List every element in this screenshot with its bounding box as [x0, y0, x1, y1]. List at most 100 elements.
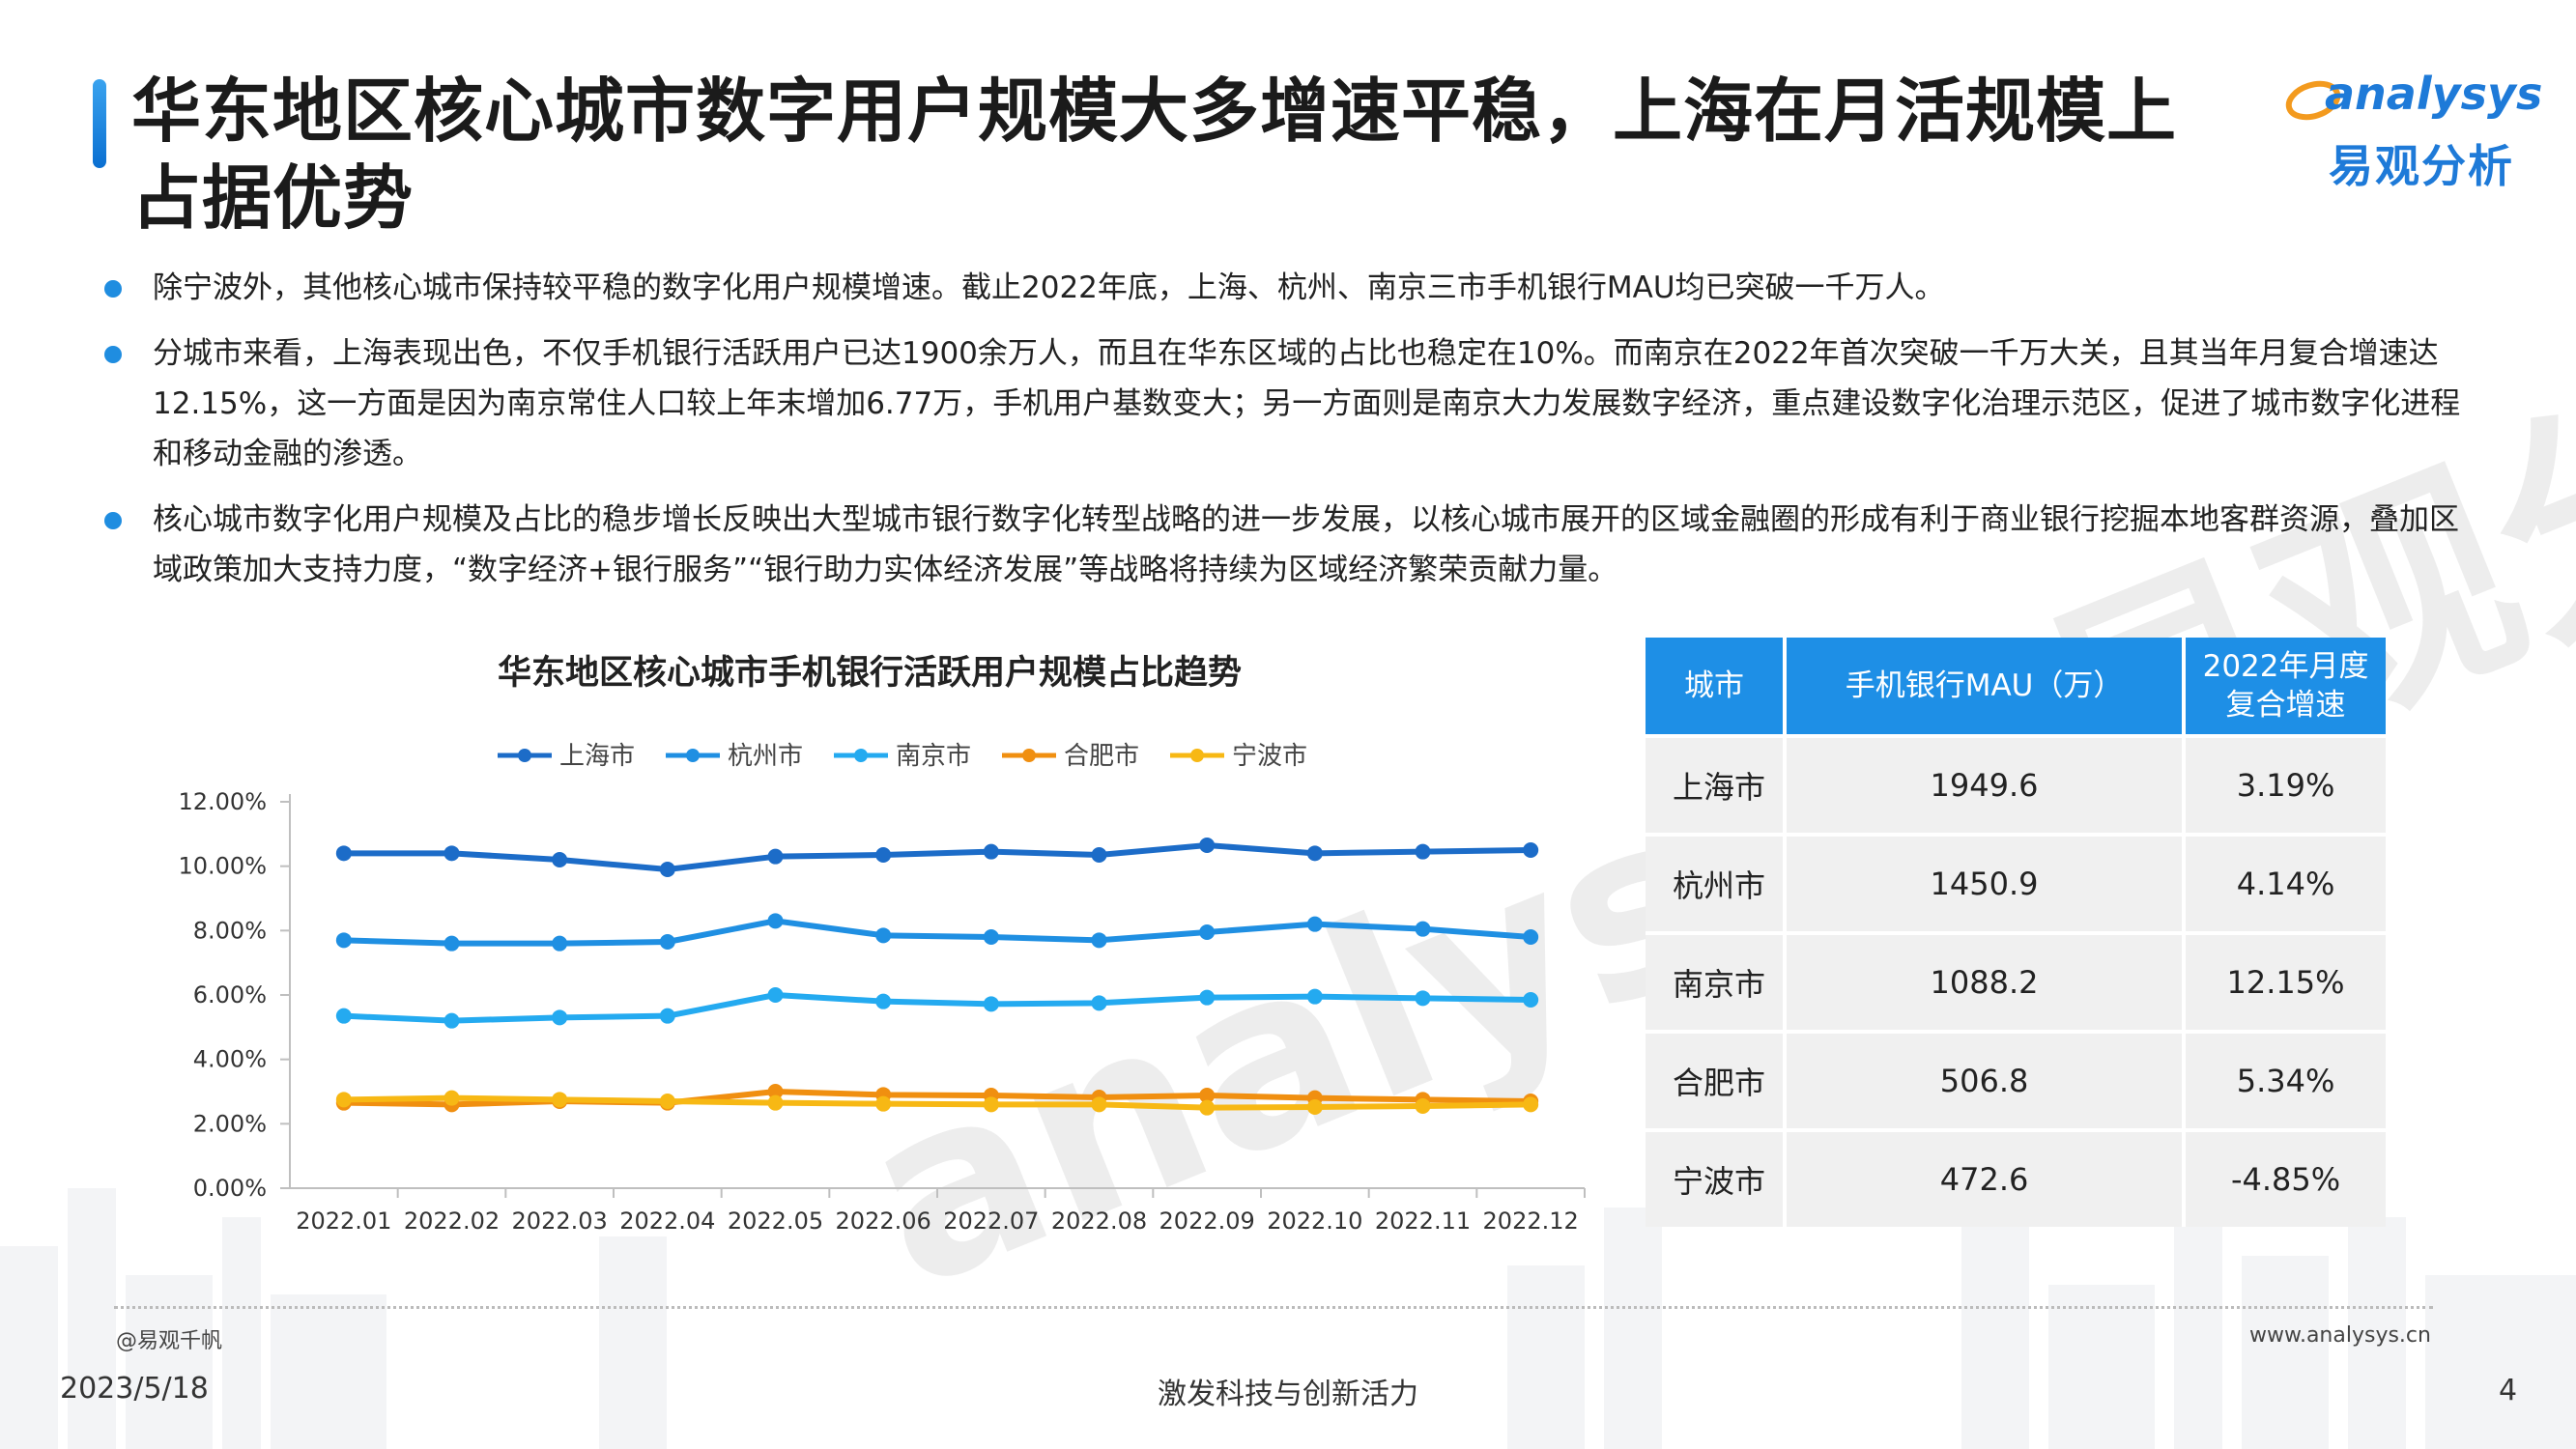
footer-slogan: 激发科技与创新活力 [1158, 1378, 1418, 1411]
table-cell-mau: 1949.6 [1784, 734, 2187, 835]
page-number: 4 [2499, 1374, 2518, 1407]
table-header-growth: 2022年月度复合增速 [2184, 638, 2386, 736]
logo-text-en: analysys [2325, 68, 2543, 120]
data-point [1306, 988, 1323, 1005]
bullet-item: 除宁波外，其他核心城市保持较平稳的数字化用户规模增速。截止2022年底，上海、杭… [97, 263, 2474, 313]
data-point [335, 932, 352, 949]
title-accent-bar [93, 79, 106, 168]
data-point [1415, 843, 1431, 860]
series-line [343, 1094, 1531, 1111]
x-tick-label: 2022.12 [1483, 1208, 1579, 1235]
data-point [659, 934, 675, 950]
table-cell-growth: 12.15% [2184, 931, 2386, 1032]
page-title: 华东地区核心城市数字用户规模大多增速平稳，上海在月活规模上占据优势 [131, 71, 2178, 239]
data-point [1199, 989, 1216, 1006]
bullet-text: 分城市来看，上海表现出色，不仅手机银行活跃用户已达1900余万人，而且在华东区域… [153, 336, 2461, 471]
table-cell-city: 杭州市 [1646, 833, 1787, 933]
y-tick-label: 2.00% [193, 1110, 267, 1137]
x-tick-label: 2022.03 [512, 1208, 608, 1235]
series-line [343, 992, 1531, 1024]
table-header-city: 城市 [1646, 638, 1787, 736]
data-point [444, 845, 460, 862]
data-point [767, 987, 784, 1003]
table-row: 杭州市 1450.9 4.14% [1646, 833, 2386, 933]
bullet-dot-icon [104, 512, 122, 529]
data-point [767, 848, 784, 865]
legend-marker [686, 749, 700, 762]
y-tick-label: 8.00% [193, 917, 267, 944]
data-point [659, 862, 675, 877]
source-note: @易观千帆 [116, 1329, 223, 1353]
table-cell-city: 上海市 [1646, 734, 1787, 835]
legend-marker [1022, 749, 1036, 762]
bullet-text: 核心城市数字化用户规模及占比的稳步增长反映出大型城市银行数字化转型战略的进一步发… [153, 502, 2459, 587]
legend-label: 宁波市 [1232, 742, 1307, 771]
data-point [659, 1008, 675, 1024]
table-cell-growth: 5.34% [2184, 1030, 2386, 1130]
data-point [1415, 921, 1431, 937]
legend-marker [854, 749, 868, 762]
legend-marker [1190, 749, 1204, 762]
table-cell-city: 合肥市 [1646, 1030, 1787, 1130]
table-header-row: 城市 手机银行MAU（万） 2022年月度复合增速 [1646, 638, 2386, 736]
data-point [1199, 1088, 1216, 1103]
data-point [1523, 929, 1539, 945]
y-tick-label: 6.00% [193, 981, 267, 1009]
data-point [1306, 1099, 1323, 1115]
data-point [1415, 1098, 1431, 1114]
x-tick-label: 2022.07 [943, 1208, 1039, 1235]
legend-marker [518, 749, 531, 762]
data-point [983, 929, 999, 945]
website-link[interactable]: www.analysys.cn [2249, 1323, 2431, 1348]
data-point [1523, 842, 1539, 858]
table-row: 宁波市 472.6 -4.85% [1646, 1128, 2386, 1227]
table-row: 合肥市 506.8 5.34% [1646, 1030, 2386, 1130]
data-point [767, 1094, 784, 1111]
data-point [444, 1012, 460, 1029]
data-point [335, 845, 352, 862]
data-point [1199, 924, 1216, 940]
x-tick-label: 2022.11 [1375, 1208, 1471, 1235]
x-tick-label: 2022.01 [296, 1208, 391, 1235]
data-point [1306, 916, 1323, 932]
table-cell-growth: 4.14% [2184, 833, 2386, 933]
x-tick-label: 2022.02 [404, 1208, 500, 1235]
data-point [1199, 838, 1216, 853]
bullet-dot-icon [104, 280, 122, 298]
x-tick-label: 2022.08 [1051, 1208, 1147, 1235]
x-tick-label: 2022.09 [1159, 1208, 1255, 1235]
legend-label: 杭州市 [728, 742, 803, 771]
data-point [659, 1094, 675, 1109]
skyline-background [0, 1188, 2576, 1449]
data-point [552, 852, 568, 867]
line-chart: 0.00% 2.00% 4.00% 6.00% 8.00% 10.00% 12.00% 202… [178, 742, 1586, 1235]
table-cell-growth: 3.19% [2184, 734, 2386, 835]
data-point [1523, 1096, 1539, 1113]
table-cell-growth: -4.85% [2184, 1128, 2386, 1227]
x-tick-label: 2022.10 [1267, 1208, 1362, 1235]
y-tick-label: 0.00% [193, 1175, 267, 1202]
series-line [343, 842, 1531, 872]
x-tick-label: 2022.05 [728, 1208, 823, 1235]
data-point [1523, 992, 1539, 1008]
data-point [1091, 995, 1107, 1011]
y-tick-label: 12.00% [178, 788, 267, 815]
bullet-item: 核心城市数字化用户规模及占比的稳步增长反映出大型城市银行数字化转型战略的进一步发… [97, 495, 2474, 595]
data-point [1199, 1099, 1216, 1116]
mau-table: 城市 手机银行MAU（万） 2022年月度复合增速 上海市 1949.6 3.1… [1646, 638, 2386, 1227]
y-tick-label: 10.00% [178, 853, 267, 880]
data-point [875, 927, 892, 944]
bullet-text: 除宁波外，其他核心城市保持较平稳的数字化用户规模增速。截止2022年底，上海、杭… [153, 270, 1945, 305]
y-tick-label: 4.00% [193, 1046, 267, 1073]
x-tick-label: 2022.06 [836, 1208, 931, 1235]
data-point [552, 935, 568, 952]
data-point [552, 1009, 568, 1026]
table-cell-city: 南京市 [1646, 931, 1787, 1032]
footer-date: 2023/5/18 [60, 1372, 209, 1406]
logo-text-cn: 易观分析 [2329, 140, 2514, 192]
x-tick-label: 2022.04 [619, 1208, 715, 1235]
legend-label: 合肥市 [1064, 742, 1139, 771]
data-point [875, 1095, 892, 1112]
table-cell-city: 宁波市 [1646, 1128, 1787, 1227]
data-point [335, 1092, 352, 1108]
